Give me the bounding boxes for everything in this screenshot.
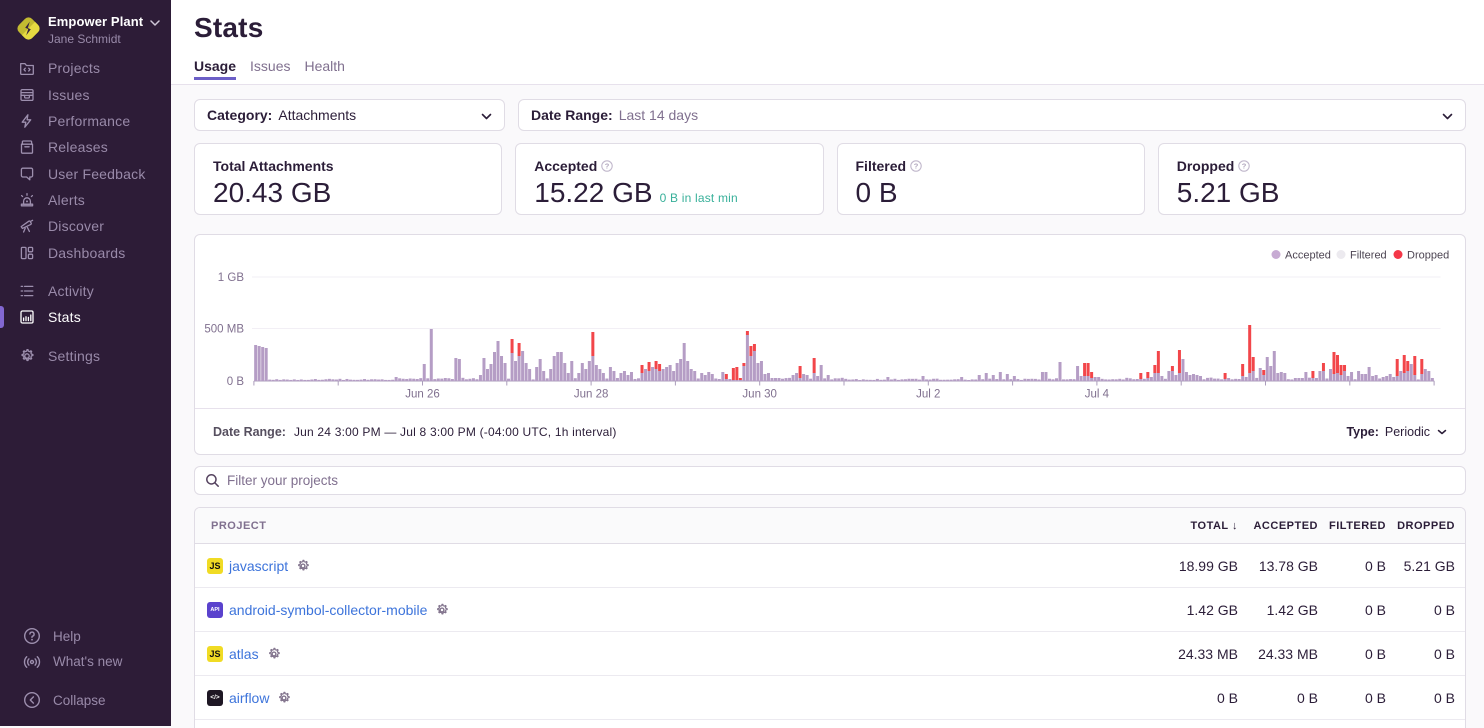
svg-text:?: ? [605, 161, 610, 170]
svg-text:Jul 2: Jul 2 [916, 388, 940, 400]
svg-text:?: ? [1242, 161, 1247, 170]
svg-text:0 B: 0 B [227, 376, 245, 388]
svg-text:Jun 28: Jun 28 [574, 388, 609, 400]
svg-text:?: ? [914, 161, 919, 170]
svg-text:Jul 4: Jul 4 [1085, 388, 1110, 400]
svg-text:Filtered: Filtered [1350, 249, 1387, 261]
svg-text:Jun 30: Jun 30 [742, 388, 777, 400]
svg-text:1 GB: 1 GB [218, 272, 245, 284]
svg-text:Accepted: Accepted [1285, 249, 1331, 261]
svg-text:Dropped: Dropped [1407, 249, 1449, 261]
svg-text:500 MB: 500 MB [204, 323, 244, 335]
svg-text:Jun 26: Jun 26 [405, 388, 440, 400]
